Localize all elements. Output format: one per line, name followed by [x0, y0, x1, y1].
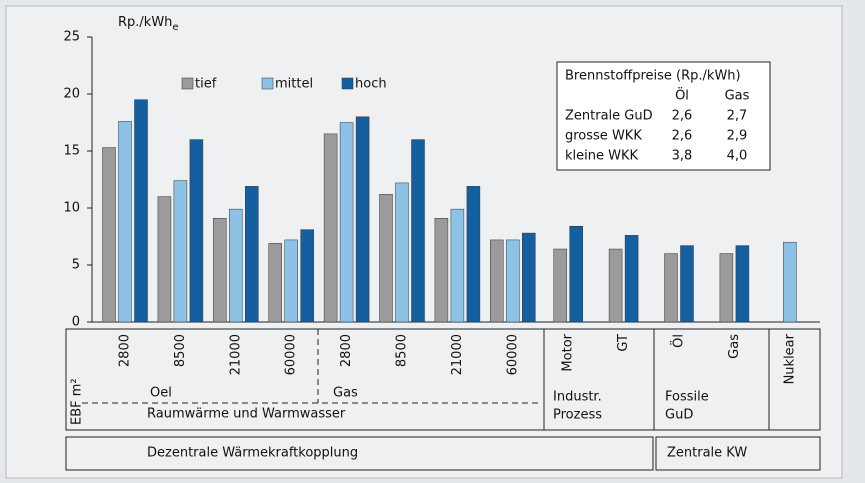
bar — [284, 239, 298, 323]
x-tick-label: 60000 — [505, 334, 520, 375]
group-label: Zentrale KW — [667, 446, 747, 461]
inset-cell: 4,0 — [727, 149, 748, 164]
y-tick-label: 5 — [72, 258, 80, 273]
legend-label: hoch — [355, 77, 387, 92]
x-tick-label: 8500 — [395, 334, 410, 367]
group-label: Dezentrale Wärmekraftkopplung — [147, 446, 358, 461]
bar — [245, 186, 259, 323]
x-tick-label: 21000 — [450, 334, 465, 375]
group-label: Industr. — [553, 390, 602, 405]
inset-cell: 3,8 — [672, 149, 693, 164]
bar — [134, 99, 148, 323]
group-label: Fossile — [665, 390, 709, 405]
x-tick-label: Öl — [670, 334, 687, 348]
y-tick-label: 20 — [63, 87, 80, 102]
group-label: Raumwärme und Warmwasser — [147, 407, 346, 422]
category-axis-label: EBF m² — [70, 378, 85, 425]
bar — [102, 147, 116, 323]
bar — [680, 245, 694, 323]
group-label: Oel — [150, 386, 172, 401]
bar — [173, 180, 188, 323]
x-tick-label: 60000 — [284, 334, 299, 375]
inset-column: Öl — [675, 87, 689, 104]
bar — [229, 208, 243, 323]
group-label: Prozess — [553, 408, 602, 423]
inset-cell: 2,7 — [727, 109, 748, 124]
inset-cell: 2,9 — [727, 129, 748, 144]
bar — [339, 122, 354, 323]
bar — [189, 139, 204, 323]
legend-swatch — [341, 77, 354, 90]
legend-swatch — [181, 77, 194, 90]
x-tick-label: 8500 — [173, 334, 188, 367]
category-box — [65, 436, 654, 471]
bar — [395, 182, 409, 323]
x-tick-label: 21000 — [228, 334, 243, 375]
bar — [522, 232, 536, 323]
bar — [300, 229, 314, 323]
y-tick-label: 10 — [63, 201, 80, 216]
bar — [553, 248, 567, 323]
legend-swatch — [261, 77, 274, 90]
group-label: GuD — [665, 408, 693, 423]
bar — [118, 121, 132, 323]
bar — [664, 253, 678, 323]
y-axis-label-sub: e — [172, 22, 178, 33]
bar — [608, 248, 623, 323]
bar — [490, 239, 504, 323]
y-axis-label-main: Rp./kWh — [118, 15, 172, 30]
x-tick-label: Nuklear — [782, 333, 797, 384]
y-tick-label: 25 — [63, 30, 80, 45]
bar — [569, 225, 583, 323]
x-tick-label: 2800 — [118, 334, 133, 367]
bar — [355, 116, 370, 323]
legend-label: mittel — [275, 77, 313, 92]
bar — [323, 133, 338, 323]
category-box — [655, 436, 821, 471]
y-axis-label: Rp./kWhe — [118, 15, 179, 34]
bar — [783, 241, 797, 323]
category-box — [65, 328, 821, 431]
inset-column: Gas — [725, 89, 750, 104]
bar — [434, 218, 449, 323]
bar — [450, 208, 465, 323]
bar — [735, 245, 750, 323]
inset-cell: 2,6 — [672, 109, 693, 124]
bar — [466, 186, 481, 323]
bar — [157, 196, 172, 323]
bar — [379, 194, 393, 323]
bar — [719, 253, 734, 323]
legend-label: tief — [195, 77, 217, 92]
inset-row-label: Zentrale GuD — [565, 109, 653, 124]
bar — [268, 243, 282, 323]
bar — [624, 235, 639, 323]
x-tick-label: 2800 — [339, 334, 354, 367]
inset-cell: 2,6 — [672, 129, 693, 144]
inset-box — [556, 61, 771, 171]
group-label: Gas — [333, 386, 358, 401]
y-tick-label: 0 — [72, 315, 80, 330]
bar — [411, 139, 425, 323]
inset-row-label: grosse WKK — [565, 129, 642, 144]
bar — [506, 239, 520, 323]
x-tick-label: Gas — [727, 334, 742, 359]
x-tick-label: GT — [616, 334, 631, 352]
inset-title: Brennstoffpreise (Rp./kWh) — [565, 69, 741, 84]
bar — [213, 218, 227, 323]
x-tick-label: Motor — [561, 333, 576, 371]
y-tick-label: 15 — [63, 144, 80, 159]
inset-row-label: kleine WKK — [565, 149, 638, 164]
